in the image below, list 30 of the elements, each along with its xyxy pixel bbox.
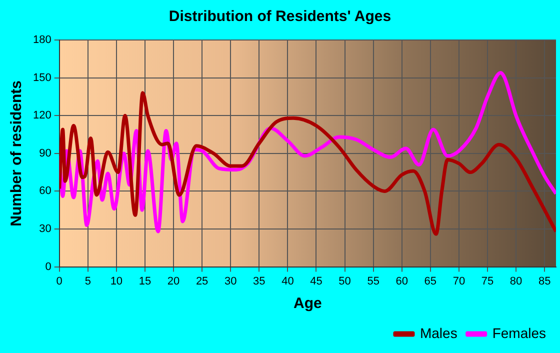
y-tick-label: 90 xyxy=(39,147,52,160)
x-tick-label: 55 xyxy=(367,275,380,288)
x-tick-label: 80 xyxy=(510,275,522,288)
y-tick-label: 30 xyxy=(39,223,52,236)
x-tick-label: 35 xyxy=(253,275,266,288)
y-tick-label: 150 xyxy=(32,72,52,84)
x-tick-label: 75 xyxy=(481,275,494,288)
legend-label: Females xyxy=(492,324,546,341)
x-tick-label: 25 xyxy=(196,275,208,288)
x-tick-label: 0 xyxy=(56,275,62,288)
x-tick-label: 20 xyxy=(167,275,180,288)
x-tick-label: 15 xyxy=(138,275,152,288)
x-tick-label: 65 xyxy=(424,275,437,288)
y-tick-label: 120 xyxy=(32,110,52,122)
x-tick-label: 40 xyxy=(282,275,294,288)
x-tick-label: 5 xyxy=(84,275,91,288)
x-tick-label: 10 xyxy=(110,275,123,288)
y-tick-label: 60 xyxy=(39,185,52,198)
chart-title: Distribution of Residents' Ages xyxy=(168,8,392,26)
x-tick-label: 60 xyxy=(396,275,408,288)
x-axis-title: Age xyxy=(294,295,322,312)
legend-label: Males xyxy=(420,324,458,341)
y-tick-label: 180 xyxy=(32,34,52,46)
x-tick-label: 45 xyxy=(310,275,322,288)
x-tick-label: 50 xyxy=(338,275,351,288)
y-axis-title: Number of residents xyxy=(8,80,26,226)
x-tick-label: 30 xyxy=(224,275,237,288)
x-tick-label: 70 xyxy=(452,275,466,288)
y-tick-label: 0 xyxy=(45,260,52,273)
x-tick-label: 85 xyxy=(538,275,551,288)
